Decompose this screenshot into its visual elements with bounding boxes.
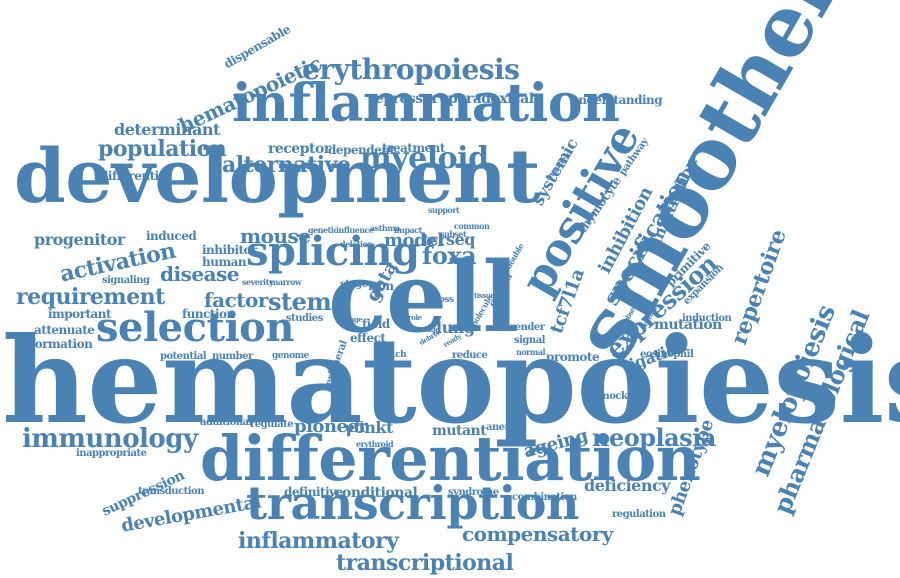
- word-additional: additional: [200, 417, 252, 428]
- word-regulation: regulation: [612, 509, 666, 520]
- word-inflammation: inflammation: [232, 73, 620, 134]
- word-transcriptional: transcriptional: [336, 550, 514, 576]
- word-pioneer: pioneer: [294, 416, 368, 437]
- word-induction: induction: [682, 313, 732, 324]
- word-render: render: [510, 322, 545, 333]
- word-genome: genome: [272, 351, 309, 361]
- word-marrow: marrow: [270, 277, 302, 287]
- word-disease: disease: [160, 262, 240, 286]
- word-determinant: determinant: [114, 120, 220, 139]
- word-range: range: [342, 315, 363, 324]
- word-alternative: alternative: [222, 152, 351, 178]
- word-dependent: dependent: [328, 143, 395, 157]
- word-differentiation: differentiation: [200, 422, 701, 495]
- word-syndrome: syndrome: [448, 487, 499, 498]
- word-signal: signal: [514, 335, 545, 346]
- word-mutation: mutation: [654, 317, 722, 333]
- word-attenuate: attenuate: [34, 323, 95, 337]
- word-population: population: [98, 136, 227, 162]
- word-lung: lung: [436, 318, 475, 337]
- word-splicing: splicing: [246, 228, 420, 275]
- word-potential: potential: [160, 351, 207, 362]
- word-combination: combination: [512, 492, 577, 503]
- word-tcrseq: tcrseq: [422, 230, 475, 249]
- word-factor: factor: [204, 288, 268, 312]
- word-formation: formation: [30, 337, 93, 351]
- word-definitive: definitive: [284, 485, 343, 499]
- word-hematopoiesis: hematopoiesis: [2, 311, 900, 450]
- word-studies: studies: [286, 313, 323, 324]
- word-conditional: conditional: [334, 485, 418, 501]
- word-asthma: asthma: [370, 223, 400, 233]
- word-deletion: deletion: [340, 239, 373, 249]
- word-support: support: [428, 205, 460, 215]
- word-normal: normal: [516, 347, 546, 357]
- word-field: field: [362, 317, 390, 331]
- word-genetic: genetic: [308, 225, 338, 235]
- word-effect: effect: [350, 331, 386, 345]
- word-myeloid: myeloid: [360, 141, 489, 176]
- word-stage: stage: [340, 279, 368, 290]
- word-reduce: reduce: [452, 350, 488, 361]
- word-notch: notch: [380, 350, 407, 360]
- word-common: common: [454, 221, 490, 231]
- word-influence: influence: [336, 225, 374, 235]
- word-understanding: understanding: [570, 93, 663, 107]
- word-impact: impact: [394, 225, 422, 235]
- word-repressor: repressor: [368, 91, 439, 107]
- word-anemia: anemia: [486, 422, 524, 433]
- word-induced: induced: [146, 229, 197, 243]
- word-development: development: [14, 134, 540, 220]
- word-paradoxical: paradoxical: [448, 91, 534, 107]
- word-neoplasia: neoplasia: [592, 423, 716, 452]
- word-mouse: mouse: [240, 224, 311, 248]
- word-selection: selection: [96, 304, 294, 351]
- word--nkt: γδnkt: [344, 418, 393, 437]
- word-erythroid: erythroid: [356, 439, 394, 449]
- word-signaling: signaling: [102, 275, 150, 286]
- word-dispensable: dispensable: [221, 22, 293, 72]
- word-loss: loss: [436, 295, 454, 305]
- word-human: human: [202, 255, 247, 269]
- word-cell: cell: [328, 241, 519, 354]
- word-function: function: [182, 307, 235, 321]
- word-deficiency: deficiency: [584, 476, 671, 495]
- word-progenitor: progenitor: [34, 230, 125, 249]
- word-severity: severity: [242, 277, 273, 287]
- word-regulate: regulate: [250, 419, 294, 430]
- word-immunology: immunology: [22, 424, 198, 454]
- word-requirement: requirement: [16, 284, 165, 310]
- word-receptor: receptor: [268, 141, 331, 157]
- word-knockout: knockout: [596, 391, 645, 402]
- word-lineage: lineage: [414, 325, 440, 334]
- word-promote: promote: [546, 350, 600, 364]
- word-model: model: [384, 230, 444, 251]
- word-foxa: foxa: [422, 241, 477, 270]
- word-transcription: transcription: [246, 476, 579, 530]
- word-stem: stem: [268, 287, 332, 316]
- word-inappropriate: inappropriate: [76, 448, 147, 459]
- word-differential: differential: [100, 169, 171, 183]
- word-compensatory: compensatory: [462, 522, 613, 546]
- word-treatment: treatment: [382, 141, 445, 155]
- word-important: important: [48, 307, 112, 321]
- word-tissue: tissue: [474, 291, 495, 300]
- word-inhibitor: inhibitor: [202, 243, 257, 257]
- word-mutant: mutant: [432, 423, 487, 439]
- word-subset: subset: [440, 229, 467, 239]
- word-erythropoiesis: erythropoiesis: [302, 53, 520, 86]
- word-number: number: [212, 351, 253, 362]
- word-iron: iron: [368, 279, 394, 293]
- word-inflammatory: inflammatory: [238, 528, 399, 554]
- word-role: role: [408, 313, 422, 322]
- word-eosinophil: eosinophil: [640, 349, 694, 360]
- word-transduction: transduction: [138, 486, 204, 497]
